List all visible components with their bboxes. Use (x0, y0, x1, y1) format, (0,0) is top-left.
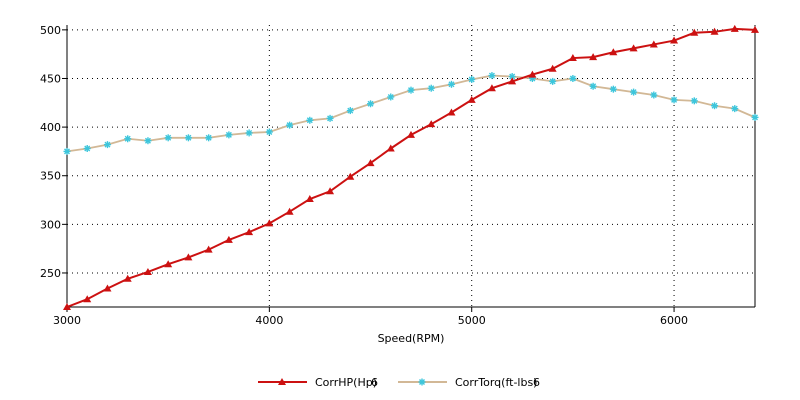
legend-marker-hp (278, 378, 286, 385)
point-torque-3500 (164, 134, 172, 142)
x-axis-title: Speed(RPM) (378, 332, 445, 345)
point-hp-3200 (103, 284, 112, 292)
series-layer (63, 24, 759, 310)
point-hp-6200 (710, 27, 719, 35)
point-hp-5900 (649, 40, 658, 48)
point-torque-5600 (589, 82, 597, 90)
point-hp-3600 (184, 253, 193, 261)
point-hp-5000 (467, 95, 476, 103)
axes (66, 25, 756, 308)
y-tick-label-450: 450 (40, 72, 61, 85)
point-hp-5100 (487, 84, 496, 92)
point-hp-4200 (305, 195, 314, 203)
x-tick-labels: 3000 4000 5000 6000 (53, 307, 688, 327)
point-torque-4200 (306, 116, 314, 124)
point-torque-3700 (205, 134, 213, 142)
point-hp-4800 (427, 120, 436, 128)
x-tick-label-3000: 3000 (53, 314, 81, 327)
point-hp-3300 (123, 274, 132, 282)
point-torque-3200 (103, 141, 111, 149)
point-torque-6400 (751, 113, 759, 121)
y-tick-label-400: 400 (40, 121, 61, 134)
point-hp-5300 (528, 70, 537, 78)
point-hp-3700 (204, 245, 213, 253)
point-hp-5600 (589, 53, 598, 61)
legend-item-hp: CorrHP(Hp) 6 (258, 376, 378, 389)
series-hp (63, 24, 759, 310)
point-torque-4000 (265, 128, 273, 136)
point-torque-3100 (83, 144, 91, 152)
point-torque-3300 (124, 135, 132, 143)
point-torque-3000 (63, 147, 71, 155)
point-hp-3400 (143, 267, 152, 275)
point-torque-5100 (488, 72, 496, 80)
point-hp-4100 (285, 207, 294, 215)
point-torque-5000 (468, 75, 476, 83)
legend-run-hp: 6 (371, 376, 378, 389)
point-torque-5700 (609, 85, 617, 93)
point-hp-3900 (245, 228, 254, 236)
x-tick-label-5000: 5000 (458, 314, 486, 327)
legend-run-torque: 6 (533, 376, 540, 389)
point-torque-5500 (569, 74, 577, 82)
point-hp-3000 (63, 303, 71, 310)
x-tick-label-4000: 4000 (255, 314, 283, 327)
point-hp-6100 (690, 28, 699, 36)
point-hp-5200 (508, 77, 517, 85)
point-torque-5800 (630, 88, 638, 96)
point-torque-4800 (427, 84, 435, 92)
legend-item-torque: CorrTorq(ft-lbs) 6 (398, 376, 540, 389)
point-torque-4400 (346, 107, 354, 115)
point-torque-4700 (407, 86, 415, 94)
point-torque-4500 (367, 100, 375, 108)
point-hp-5700 (609, 48, 618, 56)
series-torque (63, 72, 759, 155)
point-hp-3100 (83, 295, 92, 303)
point-torque-3800 (225, 131, 233, 139)
point-torque-6300 (731, 105, 739, 113)
y-tick-label-250: 250 (40, 267, 61, 280)
point-torque-4100 (286, 121, 294, 129)
point-hp-4500 (366, 159, 375, 167)
point-torque-6000 (670, 96, 678, 104)
point-hp-4600 (386, 144, 395, 152)
point-hp-5400 (548, 64, 557, 72)
legend-label-torque: CorrTorq(ft-lbs) (455, 376, 537, 389)
point-hp-6000 (670, 36, 679, 44)
point-torque-5900 (650, 91, 658, 99)
point-hp-4400 (346, 172, 355, 180)
point-hp-4000 (265, 219, 274, 227)
point-hp-6400 (751, 25, 759, 33)
point-hp-5500 (568, 54, 577, 62)
point-torque-3400 (144, 137, 152, 145)
point-hp-4900 (447, 108, 456, 116)
y-tick-label-350: 350 (40, 170, 61, 183)
legend-marker-torque (418, 378, 426, 386)
y-tick-label-500: 500 (40, 24, 61, 37)
point-torque-6100 (690, 97, 698, 105)
y-tick-labels: 250 300 350 400 450 500 (40, 24, 67, 280)
point-hp-3500 (164, 260, 173, 268)
legend-label-hp: CorrHP(Hp) (315, 376, 377, 389)
point-torque-4600 (387, 93, 395, 101)
point-torque-3600 (184, 134, 192, 142)
point-torque-3900 (245, 129, 253, 137)
point-hp-4300 (326, 187, 335, 195)
point-torque-4900 (447, 80, 455, 88)
point-torque-5400 (549, 77, 557, 85)
x-tick-label-6000: 6000 (660, 314, 688, 327)
legend: CorrHP(Hp) 6 CorrTorq(ft-lbs) 6 (258, 376, 540, 389)
point-hp-6300 (730, 24, 739, 32)
point-torque-6200 (711, 102, 719, 110)
point-torque-4300 (326, 114, 334, 122)
y-tick-label-300: 300 (40, 218, 61, 231)
point-hp-4700 (407, 130, 415, 138)
point-hp-5800 (629, 44, 638, 52)
point-hp-3800 (224, 235, 233, 243)
